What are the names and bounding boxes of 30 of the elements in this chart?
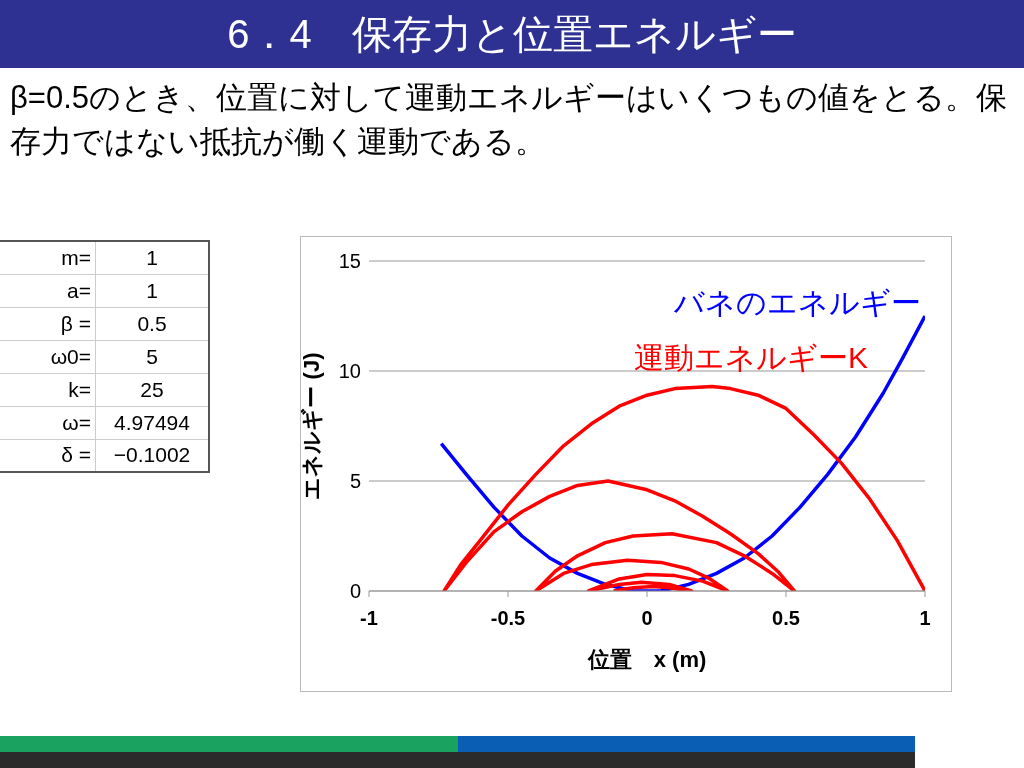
- text: 25: [95, 373, 209, 406]
- text: 1: [95, 274, 209, 307]
- chart-subtitle: β=0.5のとき、位置に対して運動エネルギーはいくつもの値をとる。保存力ではない抵抗が働く運動である。: [10, 79, 1009, 161]
- text: β =: [0, 307, 96, 340]
- text: δ =: [0, 439, 96, 472]
- text: 4.97494: [95, 406, 209, 439]
- x-axis-title: 位置 x (m): [586, 647, 707, 672]
- y-tick-label: 10: [338, 360, 361, 383]
- text: k=: [0, 373, 96, 406]
- text: −0.1002: [95, 439, 209, 472]
- text: ω0=: [0, 340, 96, 373]
- series-label: バネのエネルギー: [674, 285, 921, 321]
- text: ω=: [0, 406, 96, 439]
- y-tick-label: 5: [349, 470, 361, 493]
- text: a=: [0, 274, 96, 307]
- y-tick-label: 15: [338, 250, 361, 273]
- chart-title: 6．4 保存力と位置エネルギー: [0, 0, 1024, 68]
- x-tick-label: 1: [919, 607, 931, 630]
- text: 5: [95, 340, 209, 373]
- x-tick-label: -1: [360, 607, 378, 630]
- text: 1: [95, 241, 209, 274]
- x-tick-label: 0.5: [772, 607, 800, 630]
- y-axis-title: エネルギー (J): [298, 352, 324, 500]
- text: m=: [0, 241, 96, 274]
- text: 0.5: [95, 307, 209, 340]
- line-series: [442, 384, 925, 591]
- x-tick-label: 0: [641, 607, 653, 630]
- x-tick-label: -0.5: [490, 607, 526, 630]
- y-tick-label: 0: [349, 580, 361, 603]
- series-label: 運動エネルギーK: [634, 340, 869, 376]
